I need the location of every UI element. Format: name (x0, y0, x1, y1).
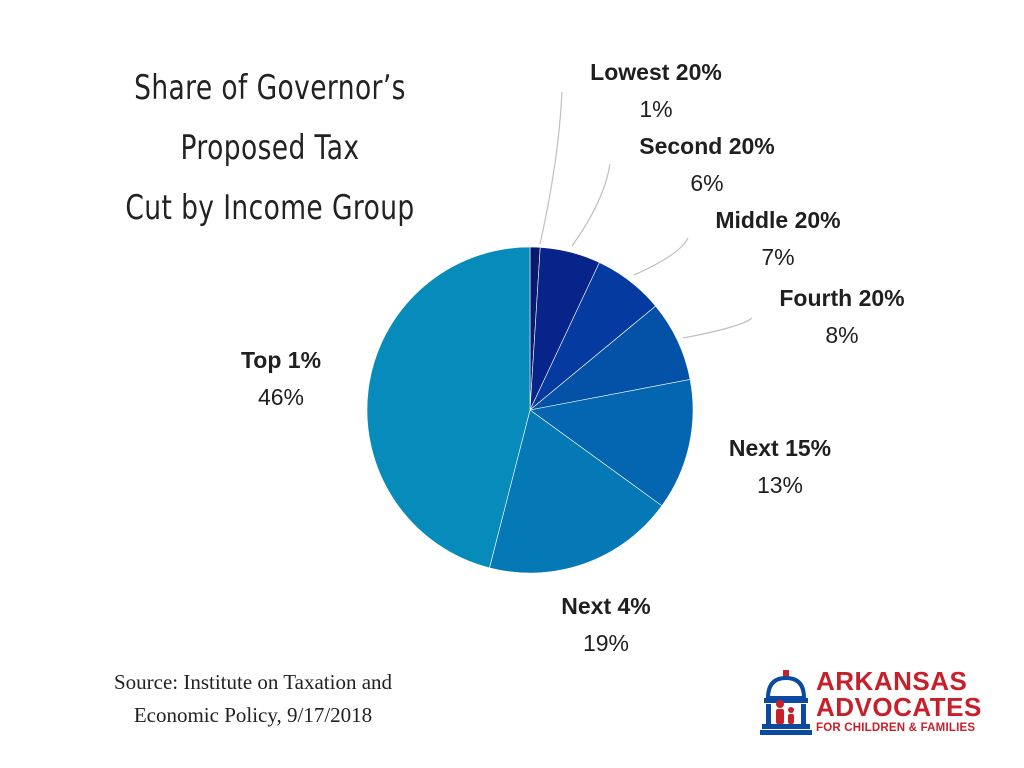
source-line-2: Economic Policy, 9/17/2018 (133, 703, 373, 727)
chart-title-line-1: Share of Governor’s Proposed Tax (134, 68, 406, 168)
slice-label-lowest-20: Lowest 20% (590, 59, 722, 85)
source-note: Source: Institute on Taxation and Econom… (58, 666, 448, 732)
slice-label-second-20: Second 20% (639, 133, 775, 159)
logo-line-3: FOR CHILDREN & FAMILIES (816, 722, 976, 734)
pie-slice-next-4 (489, 409, 663, 574)
slice-label-next-15: Next 15% (729, 435, 831, 461)
logo-line-1: ARKANSAS (816, 666, 968, 696)
leader-line-fourth-20 (682, 317, 753, 339)
pie-slice-top-1 (366, 246, 531, 569)
leader-line-middle-20 (633, 237, 689, 276)
slice-value-lowest-20: 1% (639, 96, 672, 122)
slice-label-top-1: Top 1% (241, 347, 321, 373)
slice-value-middle-20: 7% (761, 244, 794, 270)
slice-value-next-4: 19% (583, 630, 629, 656)
logo-text: ARKANSAS ADVOCATES FOR CHILDREN & FAMILI… (816, 668, 998, 736)
arkansas-advocates-logo: ARKANSAS ADVOCATES FOR CHILDREN & FAMILI… (758, 668, 998, 738)
slice-label-middle-20: Middle 20% (715, 207, 840, 233)
slice-label-next-4: Next 4% (561, 593, 650, 619)
capitol-family-icon (760, 670, 812, 735)
pie-slice-next-15 (529, 379, 694, 507)
source-line-1: Source: Institute on Taxation and (113, 670, 393, 694)
slice-label-fourth-20: Fourth 20% (779, 285, 904, 311)
chart-title-line-2: Cut by Income Group (125, 188, 415, 228)
slice-value-top-1: 46% (258, 384, 304, 410)
logo-line-2: ADVOCATES (816, 692, 982, 722)
chart-title: Share of Governor’s Proposed Tax Cut by … (83, 58, 457, 238)
slice-value-fourth-20: 8% (825, 322, 858, 348)
leader-line-second-20 (571, 163, 611, 247)
slice-value-next-15: 13% (757, 472, 803, 498)
slice-value-second-20: 6% (690, 170, 723, 196)
leader-line-lowest-20 (539, 91, 563, 245)
